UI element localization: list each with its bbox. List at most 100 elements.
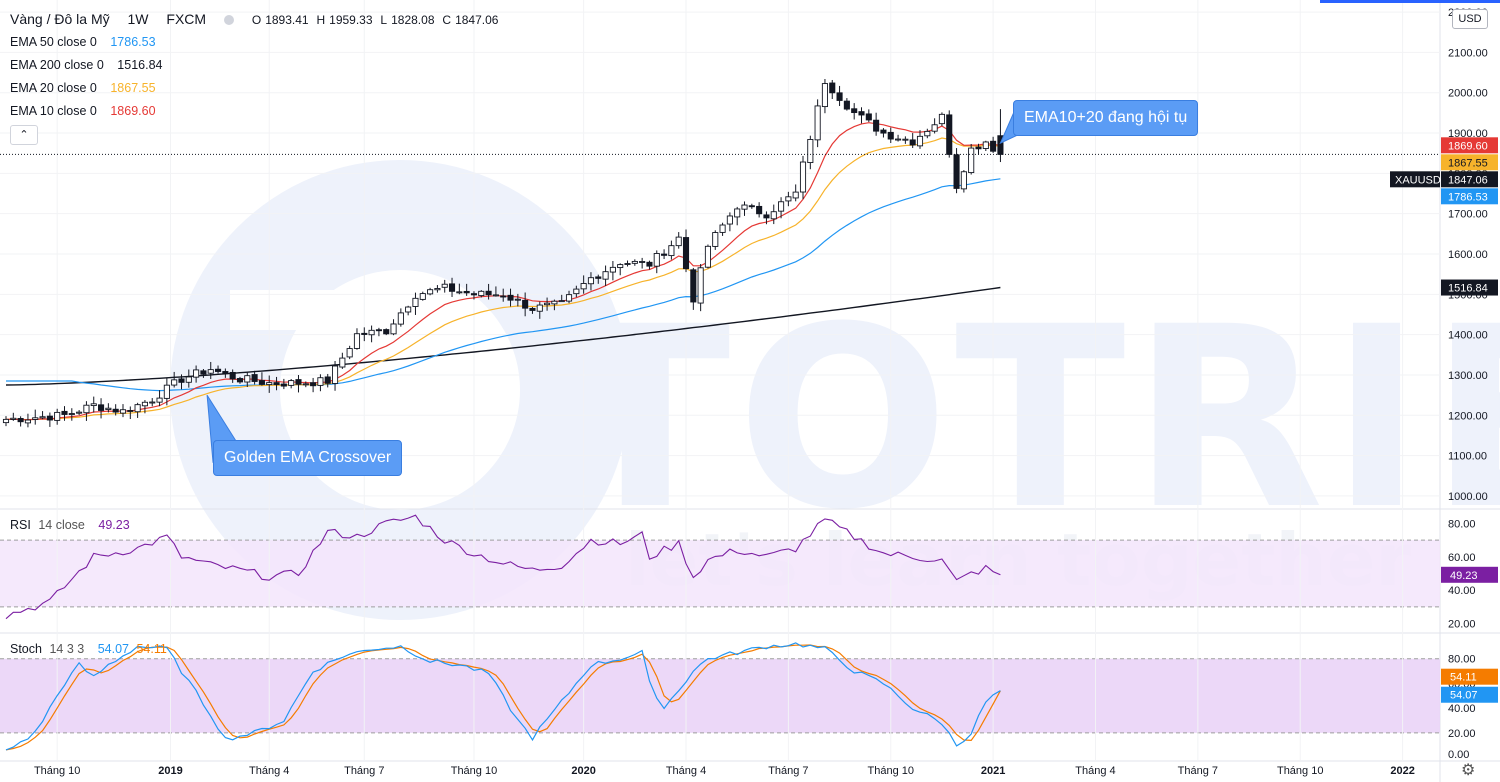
candle — [229, 369, 236, 383]
legend-stoch[interactable]: Stoch 14 3 3 54.07 54.11 — [10, 642, 171, 656]
price-axis-label-box — [1441, 279, 1498, 296]
candle-body — [331, 365, 339, 384]
candle-body — [156, 397, 163, 403]
candle — [522, 292, 529, 317]
candle — [2, 416, 10, 427]
candle — [295, 375, 302, 393]
time-tick-label: Tháng 7 — [344, 765, 384, 777]
candle — [397, 308, 404, 327]
legend-ema20[interactable]: EMA 20 close 0 1867.55 — [10, 81, 160, 95]
candle — [149, 398, 156, 407]
candle-body — [54, 411, 61, 421]
ema-converge-callout[interactable]: EMA10+20 đang hội tụ — [1013, 100, 1199, 136]
candle-body — [229, 371, 236, 380]
chevron-up-icon: ⌃ — [19, 129, 29, 141]
candle — [785, 191, 792, 207]
ema50-value: 1786.53 — [110, 35, 156, 49]
candle — [558, 294, 565, 303]
price-axis-label-text: 1847.06 — [1448, 174, 1488, 186]
price-tick-label: 1700.00 — [1448, 209, 1488, 221]
candle — [68, 408, 75, 421]
candle — [141, 400, 148, 414]
candle-body — [631, 260, 638, 264]
candle — [902, 136, 909, 144]
legend-ema200[interactable]: EMA 200 close 0 1516.84 — [10, 58, 166, 72]
candle-body — [748, 205, 755, 208]
time-tick-label: Tháng 7 — [768, 765, 808, 777]
candle-body — [573, 288, 580, 295]
price-axis-label: 1867.55 — [1441, 154, 1498, 171]
candle — [178, 374, 185, 390]
price-tick-label: 1400.00 — [1448, 330, 1488, 342]
candle — [492, 286, 499, 297]
candle-body — [266, 382, 273, 386]
stoch-params: 14 3 3 — [49, 642, 85, 656]
stoch-d-last-value: 54.11 — [1450, 672, 1477, 684]
candle — [76, 410, 83, 416]
time-tick-label: Tháng 10 — [1277, 765, 1323, 777]
price-axis-label-box — [1441, 154, 1498, 171]
candle — [975, 143, 982, 156]
candle — [105, 403, 112, 413]
candle — [214, 365, 222, 374]
candle-body — [339, 357, 346, 368]
candle — [463, 283, 470, 296]
candle — [938, 112, 945, 127]
candle — [836, 85, 843, 106]
candle — [83, 401, 90, 421]
symbol-header[interactable]: Vàng / Đô la Mỹ 1W FXCM O 1893.41 H 1959.3… — [10, 11, 502, 27]
candle-body — [668, 245, 675, 257]
candle-body — [185, 376, 192, 383]
candle-body — [887, 131, 894, 140]
candle-body — [909, 139, 916, 146]
candle-body — [361, 332, 368, 335]
candle — [653, 250, 660, 274]
legend-ema50[interactable]: EMA 50 close 0 1786.53 — [10, 35, 160, 49]
candle — [134, 402, 141, 418]
time-tick-label: Tháng 10 — [868, 765, 914, 777]
candle-body — [697, 267, 704, 304]
candle-body — [704, 245, 712, 268]
ema200-value: 1516.84 — [117, 58, 163, 72]
candle — [646, 260, 653, 270]
candle-body — [405, 306, 412, 313]
candle-body — [953, 154, 960, 189]
candle — [690, 267, 697, 310]
time-tick-label: Tháng 10 — [451, 765, 497, 777]
candle — [704, 244, 712, 269]
stoch-title: Stoch — [10, 642, 42, 656]
stoch-tick-label: 20.00 — [1448, 728, 1476, 740]
candle-body — [565, 294, 573, 302]
candle-body — [916, 135, 924, 147]
candle-body — [434, 288, 441, 291]
candle-body — [383, 329, 390, 335]
candle — [207, 361, 214, 380]
candle — [697, 264, 704, 312]
candle — [982, 140, 989, 152]
candle-body — [997, 135, 1004, 155]
symbol-name[interactable]: Vàng / Đô la Mỹ — [10, 11, 110, 27]
candle-body — [851, 108, 858, 114]
symbol-interval[interactable]: 1W — [127, 11, 149, 27]
currency-button[interactable]: USD — [1452, 9, 1488, 29]
candle — [544, 297, 551, 311]
ohlc-open: O 1893.41 — [251, 13, 309, 27]
chart-settings-gear-icon[interactable]: ⚙ — [1461, 762, 1476, 779]
candle-body — [127, 410, 134, 412]
candle-body — [595, 276, 602, 279]
time-tick-label: Tháng 4 — [1075, 765, 1115, 777]
golden-crossover-callout[interactable]: Golden EMA Crossover — [213, 440, 403, 476]
candle-body — [119, 409, 127, 414]
candle-body — [646, 261, 653, 267]
legend-rsi[interactable]: RSI 14 close 49.23 — [10, 518, 134, 532]
candle-body — [141, 401, 148, 407]
candle — [251, 370, 258, 385]
candles — [2, 78, 1004, 428]
candle-body — [858, 111, 865, 116]
price-tick-label: 2000.00 — [1448, 88, 1488, 100]
candle — [353, 328, 361, 350]
collapse-legend-button[interactable]: ⌃ — [10, 125, 38, 145]
candle-body — [821, 83, 828, 108]
legend-ema10[interactable]: EMA 10 close 0 1869.60 — [10, 104, 160, 118]
